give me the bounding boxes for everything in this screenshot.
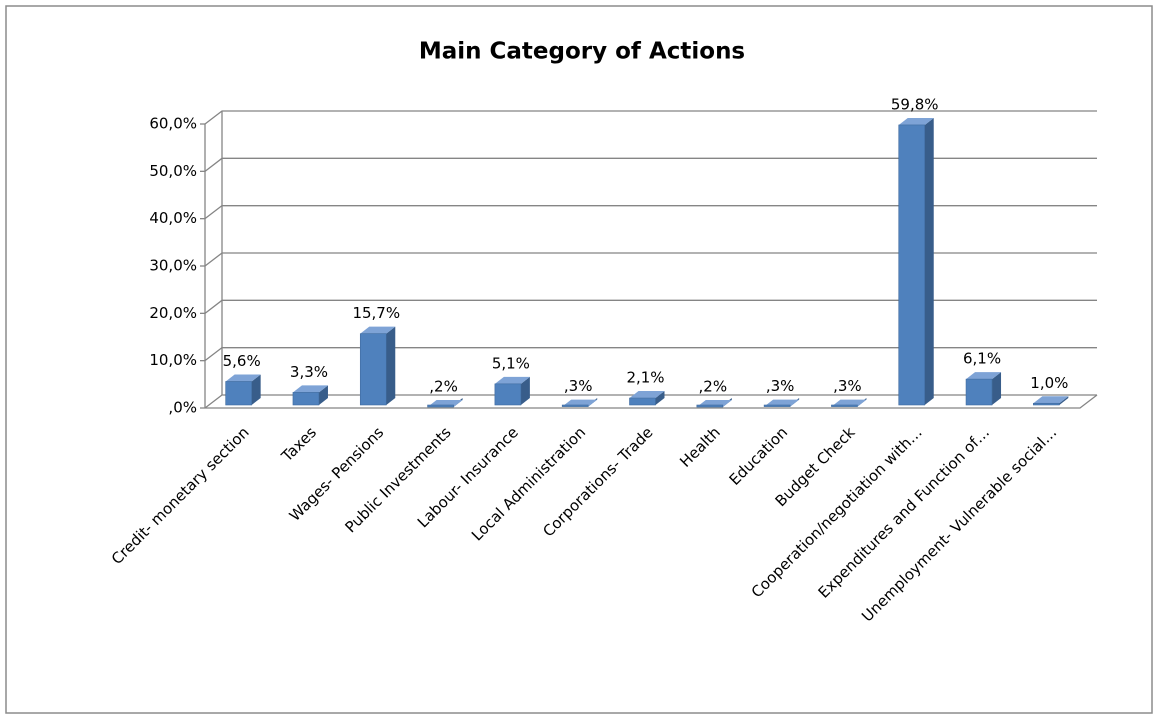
bar-top [292,385,328,393]
bar-front [629,397,656,406]
grid-line [204,110,1097,125]
bar-side [655,391,665,405]
bar [292,385,328,406]
grid-line [204,347,1097,362]
grid-line [204,157,1097,172]
value-label: ,3% [564,377,593,395]
y-tick-label: 30,0% [149,257,197,275]
bar [898,117,934,406]
bar [629,391,665,406]
bar [763,398,800,407]
y-tick-label: 40,0% [149,209,197,227]
bar-front [965,378,993,406]
value-label: 15,7% [352,304,400,322]
bar-front [763,404,791,407]
value-label: 59,8% [891,95,939,113]
bar-front [831,404,858,407]
grid-line [204,205,1097,220]
bar-front [359,333,387,406]
bar-side [318,385,328,405]
bar-side [992,372,1002,405]
bar-top [360,326,396,334]
value-label: 2,1% [626,369,664,387]
chart-title: Main Category of Actions [419,39,745,65]
value-label: ,2% [429,378,458,396]
bar-top [1033,396,1069,404]
bar-top [966,372,1002,380]
floor [205,394,1098,409]
y-tick-label: 60,0% [149,115,197,133]
y-tick-label: ,0% [168,399,197,417]
bar-side [924,117,934,406]
bar-top [629,391,665,399]
bar-front [1033,402,1060,406]
bar-front [696,404,724,408]
value-label: ,2% [699,378,728,396]
y-tick-label: 10,0% [149,351,197,369]
value-label: 5,6% [223,352,261,370]
bar [225,374,261,406]
bar-top [898,117,934,125]
bar-front [561,404,589,407]
grid-line [204,299,1097,314]
bar [965,372,1002,406]
bar-front [292,392,320,406]
chart-frame [5,5,1153,714]
bar-side [520,376,530,405]
bar-front [898,124,926,406]
value-label: ,3% [833,377,862,395]
bar [1033,396,1069,406]
bar [494,376,530,406]
grid-line [204,252,1097,267]
value-label: 5,1% [492,354,530,372]
bar-top [225,374,261,382]
bar [359,326,396,406]
bar-front [225,381,252,406]
bar [831,398,867,407]
value-label: 6,1% [963,350,1001,368]
value-label: ,3% [766,377,795,395]
bar-side [1059,396,1069,405]
y-tick-label: 50,0% [149,162,197,180]
bar-top [494,376,530,384]
bar-side [386,326,396,405]
bar-front [427,404,454,408]
grid-line [204,394,1097,409]
bar [696,398,732,408]
bar [427,398,463,408]
y-tick-label: 20,0% [149,304,197,322]
bar-front [494,383,522,406]
bar [561,398,598,407]
value-label: 1,0% [1030,374,1068,392]
value-label: 3,3% [290,363,328,381]
bar-side [251,374,261,405]
